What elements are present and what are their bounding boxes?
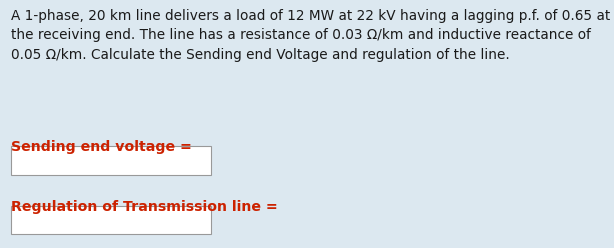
Text: A 1-phase, 20 km line delivers a load of 12 MW at 22 kV having a lagging p.f. of: A 1-phase, 20 km line delivers a load of… — [11, 9, 610, 62]
FancyBboxPatch shape — [11, 206, 211, 234]
Text: Sending end voltage =: Sending end voltage = — [11, 140, 192, 154]
FancyBboxPatch shape — [11, 146, 211, 175]
Text: Regulation of Transmission line =: Regulation of Transmission line = — [11, 200, 278, 214]
